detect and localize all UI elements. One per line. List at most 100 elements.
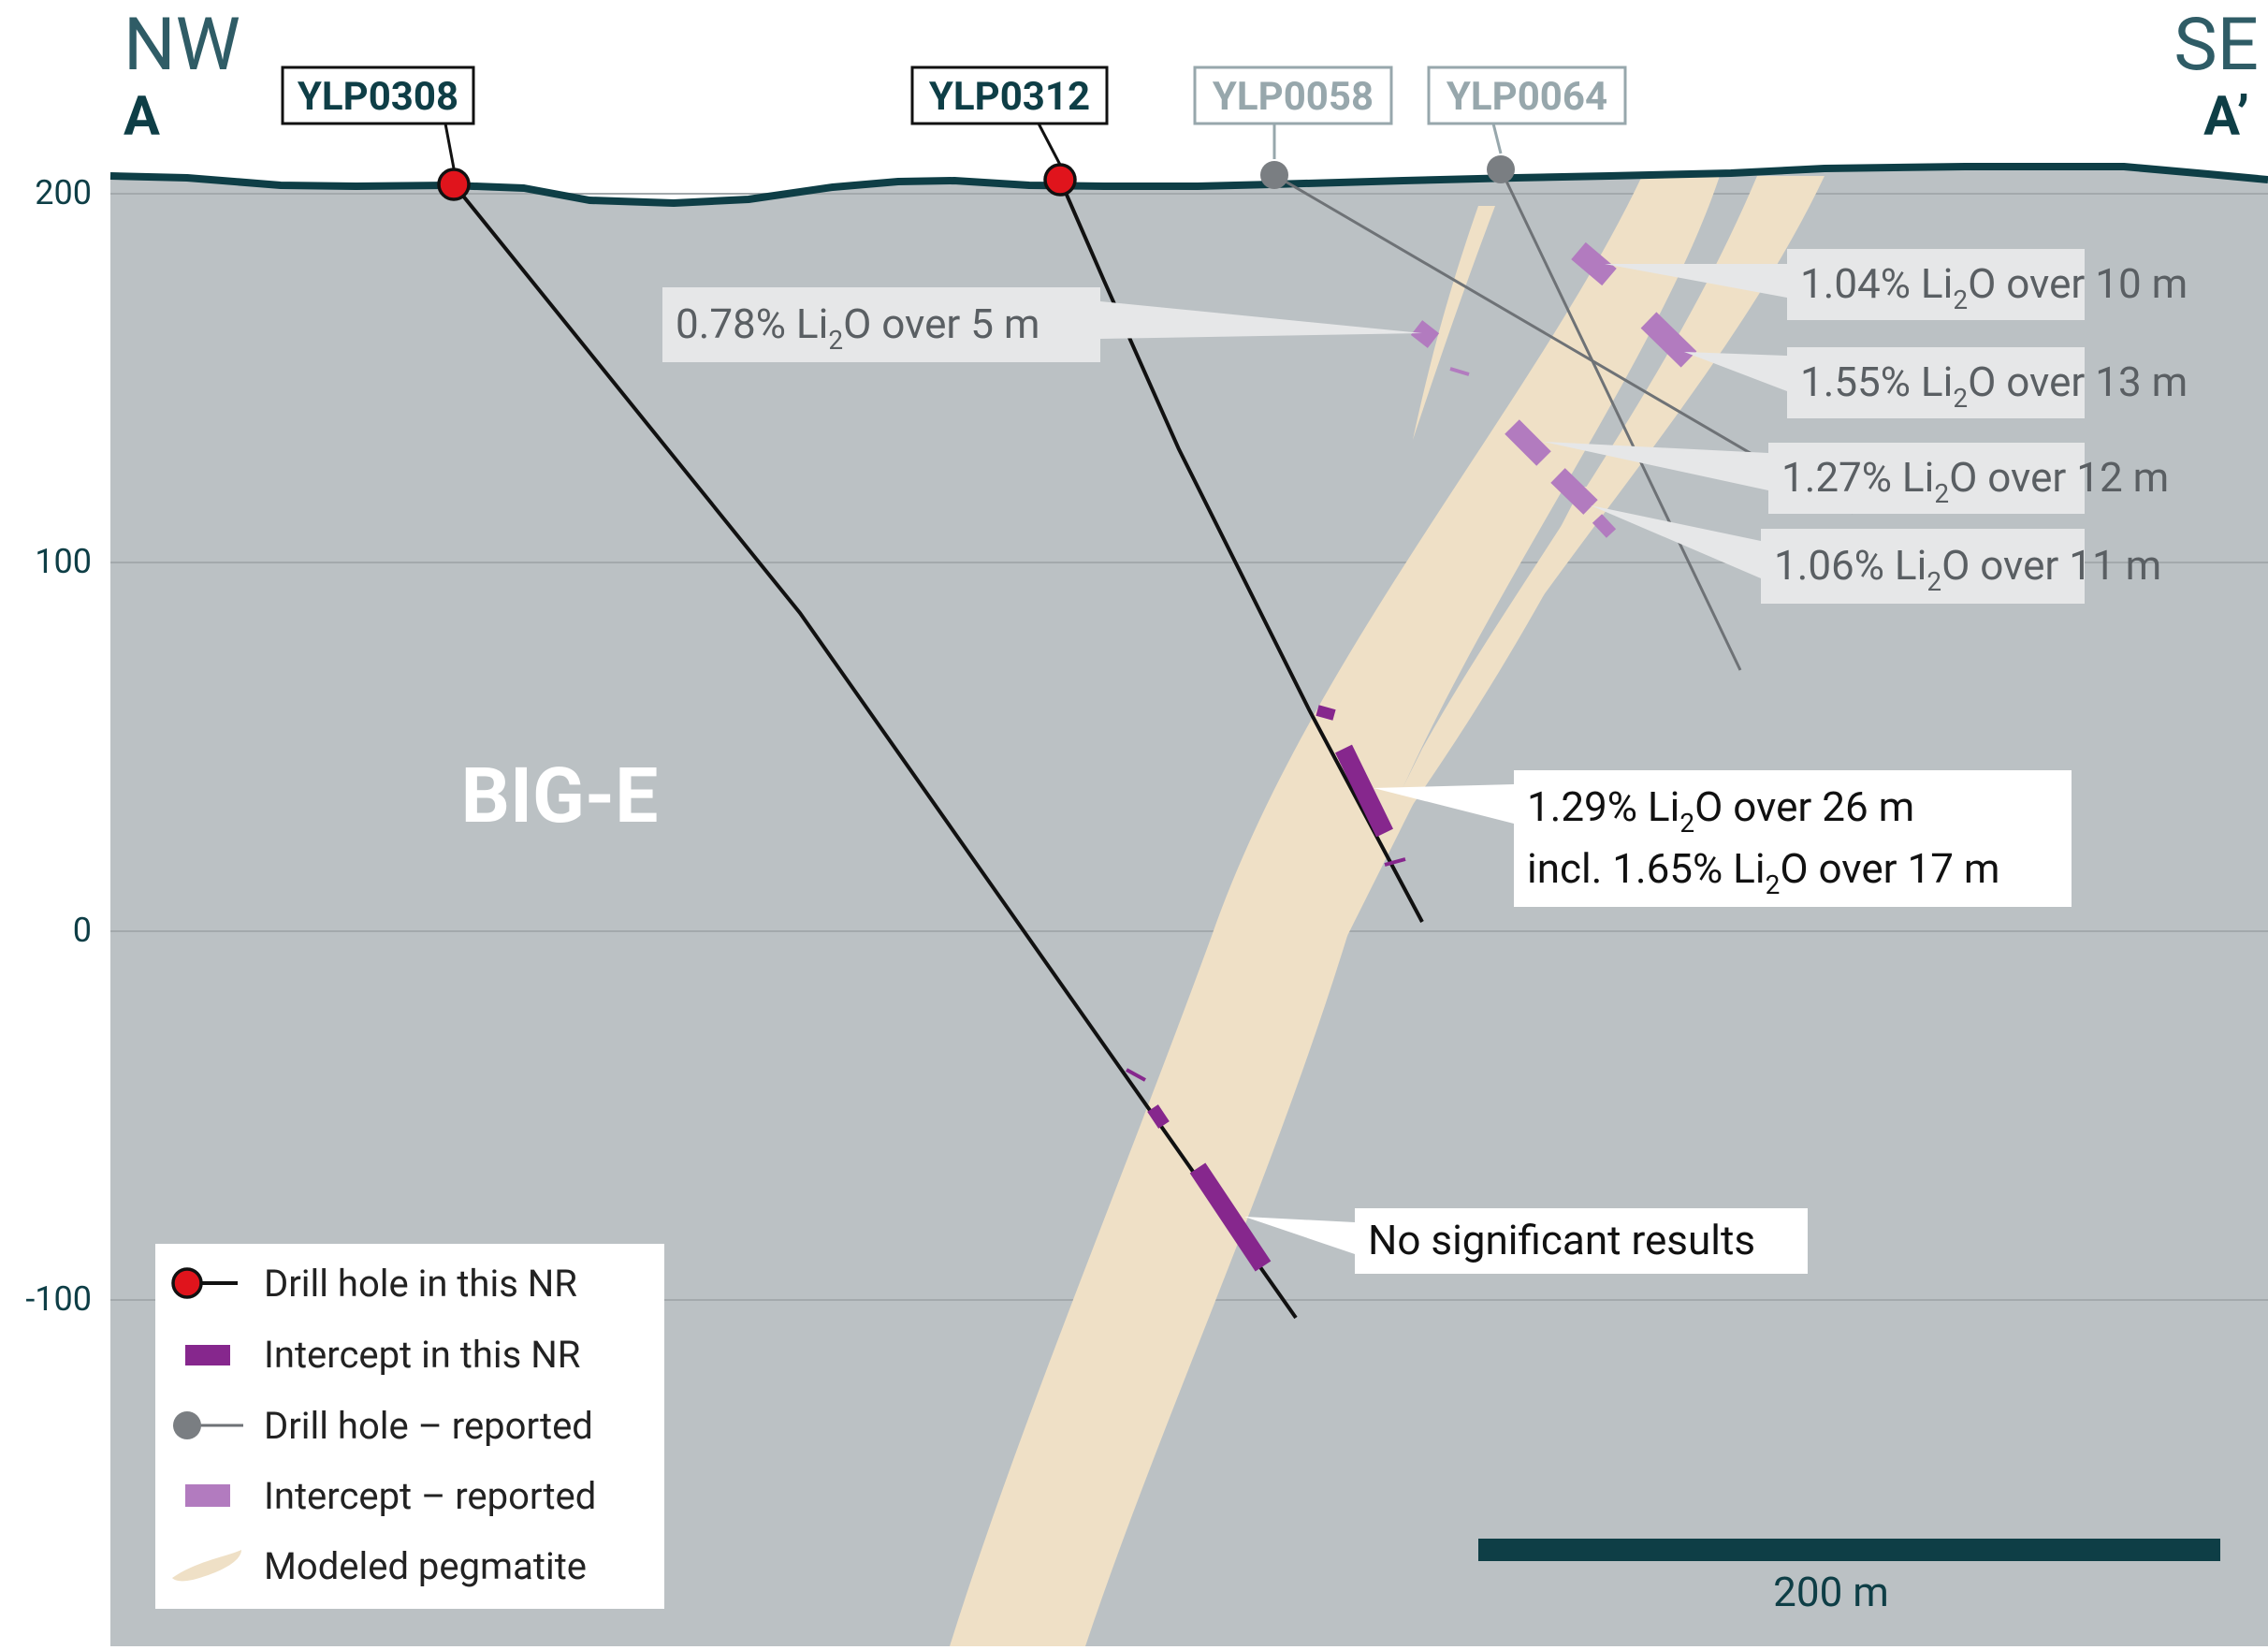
trace-ylp0312 [1058,179,1424,923]
callout-text-part: 1.27% Li [1781,453,1934,502]
intercept-ylp0312-main [1335,744,1393,838]
section-end-labels: NW A SE A’ [124,3,2259,149]
result-callout-box [1787,249,2085,320]
callout-text-part: O over 26 m [1694,782,1914,831]
result-callout-text: incl. 1.65% Li2O over 17 m [1527,844,1999,900]
leader-0-78 [1100,301,1422,339]
leader-1-06 [1591,505,1761,578]
hole-label-ylp0058: YLP0058 [1213,74,1374,120]
result-callouts: 0.78% Li2O over 5 m1.04% Li2O over 10 m1… [662,249,2188,1274]
hole-label-box-ylp0312 [910,66,1109,125]
callout-text-part: O over 10 m [1968,259,2188,308]
leader-1-55 [1684,352,1787,391]
legend-swatch-modeled-pegmatite [172,1550,241,1582]
legend-label-intercept-reported: Intercept – reported [264,1474,596,1518]
legend-item-intercept-reported: Intercept – reported [185,1474,596,1518]
intercept-ylp0058-a [1410,320,1440,348]
tick-label-minus-100: -100 [25,1279,92,1319]
result-callout-box [1761,529,2085,604]
trace-ylp0308 [452,183,1298,1320]
pegmatite-dyke-main [950,176,1720,1646]
hole-label-box-ylp0308 [281,66,475,125]
callout-text-part: 1.04% Li [1800,259,1953,308]
legend-item-modeled-pegmatite: Modeled pegmatite [172,1544,587,1588]
result-callout-text: 1.27% Li2O over 12 m [1781,453,2169,509]
result-callout-text: No significant results [1368,1216,1755,1264]
callout-text-part: No significant results [1368,1216,1755,1264]
callout-text-part: 1.55% Li [1800,358,1953,406]
result-callout: 1.27% Li2O over 12 m [1768,443,2169,514]
hole-label-box-ylp0058 [1193,66,1393,125]
legend-item-intercept-this-nr: Intercept in this NR [185,1333,580,1377]
tick-label-200: 200 [35,173,92,212]
intercept-ylp0064-b [1640,312,1697,368]
tick-label-0: 0 [73,911,92,950]
callout-text-part: O over 13 m [1968,358,2188,406]
collar-ylp0064 [1487,155,1515,183]
pegmatite-dyke-splay [1366,487,1602,870]
result-callout: 1.06% Li2O over 11 m [1761,529,2161,604]
legend-label-intercept-this-nr: Intercept in this NR [264,1333,580,1377]
legend-label-drill-hole-reported: Drill hole – reported [264,1404,593,1448]
result-callout: No significant results [1355,1208,1808,1274]
result-callout-box [1355,1208,1808,1274]
tick-label-100: 100 [35,542,92,581]
collar-ylp0312 [1043,163,1077,197]
leader-no-significant [1244,1217,1355,1254]
scale-bar-label: 200 m [1773,1568,1889,1616]
intercept-ylp0058-b [1505,419,1551,466]
result-callout-box [662,287,1100,362]
result-callout: 0.78% Li2O over 5 m [662,287,1100,362]
legend-label-modeled-pegmatite: Modeled pegmatite [264,1544,587,1588]
drill-hole-traces [452,168,1854,1320]
result-callout-text: 1.06% Li2O over 11 m [1774,541,2161,597]
section-label-a-prime: A’ [2203,85,2249,149]
collar-ylp0308 [437,168,471,201]
callout-text-part: 1.06% Li [1774,541,1926,590]
result-callout: 1.55% Li2O over 13 m [1787,347,2188,418]
legend-dot-drill-hole-reported [173,1411,201,1439]
subscript: 2 [1934,478,1949,509]
scale-bar: 200 m [1478,1539,2220,1616]
callout-text-part: 0.78% Li [676,299,828,348]
hole-label-ylp0308: YLP0308 [298,74,458,120]
hole-label-ylp0064: YLP0064 [1447,74,1607,120]
result-callout-text: 0.78% Li2O over 5 m [676,299,1040,356]
scale-bar-line [1478,1539,2220,1561]
intercept-ylp0308-minor [1147,1104,1170,1129]
area-label-big-e: BIG-E [461,752,659,841]
pegmatite-dyke-east [1329,176,1825,973]
intercept-ylp0312-minor [1316,705,1336,721]
hole-label-leaders [443,123,1503,169]
leader-1-27 [1544,442,1768,490]
subscript: 2 [1679,808,1694,839]
leader-1-29 [1374,784,1514,824]
legend-item-drill-hole-reported: Drill hole – reported [173,1404,593,1448]
result-callout-text: 1.04% Li2O over 10 m [1800,259,2188,315]
elevation-axis: 200 100 0 -100 [25,173,92,1319]
direction-se: SE [2174,3,2259,88]
subscript: 2 [1766,869,1781,900]
leader-ylp0312 [1037,123,1062,166]
result-callout-text: 1.55% Li2O over 13 m [1800,358,2188,414]
result-callout-box [1514,770,2072,907]
intercepts-this-nr [1126,705,1406,1272]
callout-text-part: 1.29% Li [1527,782,1679,831]
leader-1-04 [1605,264,1787,298]
subscript: 2 [1953,285,1968,315]
hole-labels: YLP0308 YLP0312 YLP0058 YLP0064 [281,66,1627,125]
result-callout-box [1768,443,2085,514]
leader-ylp0308 [443,123,456,169]
result-callout: 1.04% Li2O over 10 m [1787,249,2188,320]
section-label-a: A [124,85,160,149]
callout-text-part: O over 5 m [843,299,1040,348]
subscript: 2 [1953,383,1968,414]
subscript: 2 [828,325,843,356]
collar-ylp0058 [1260,161,1288,189]
intercept-ylp0058-d [1592,514,1617,538]
subscript: 2 [1926,566,1941,597]
legend-swatch-intercept-this-nr [185,1345,230,1365]
intercepts-reported [1410,241,1697,538]
